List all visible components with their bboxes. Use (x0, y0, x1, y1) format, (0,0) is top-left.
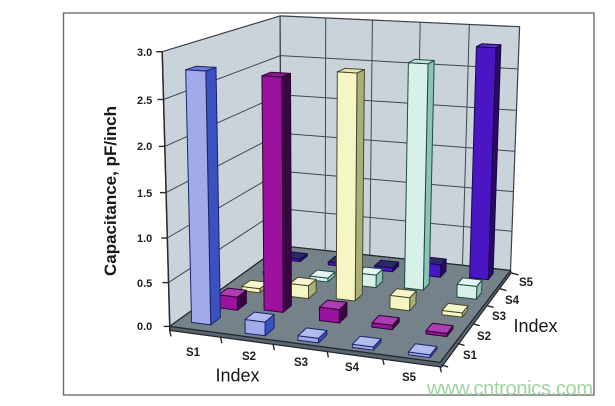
svg-text:S3: S3 (294, 357, 308, 369)
svg-text:0.5: 0.5 (137, 278, 152, 290)
svg-text:S4: S4 (505, 295, 520, 307)
svg-text:S5: S5 (402, 372, 417, 384)
svg-text:S5: S5 (519, 277, 534, 289)
svg-text:S3: S3 (492, 311, 506, 323)
svg-text:S1: S1 (186, 347, 201, 359)
svg-text:S1: S1 (463, 350, 478, 362)
svg-text:3.0: 3.0 (137, 47, 152, 59)
svg-text:0.0: 0.0 (137, 321, 152, 333)
svg-text:2.5: 2.5 (137, 95, 152, 107)
svg-text:www.cntronics.com: www.cntronics.com (426, 378, 593, 400)
svg-text:S2: S2 (477, 331, 491, 343)
svg-text:Capacitance, pF/inch: Capacitance, pF/inch (101, 106, 120, 276)
svg-text:Index: Index (215, 366, 259, 386)
svg-text:1.5: 1.5 (137, 188, 152, 200)
svg-text:S4: S4 (345, 362, 360, 374)
svg-text:2.0: 2.0 (137, 141, 152, 153)
svg-text:1.0: 1.0 (137, 233, 152, 245)
svg-text:S2: S2 (242, 351, 256, 363)
svg-text:Index: Index (513, 316, 557, 336)
